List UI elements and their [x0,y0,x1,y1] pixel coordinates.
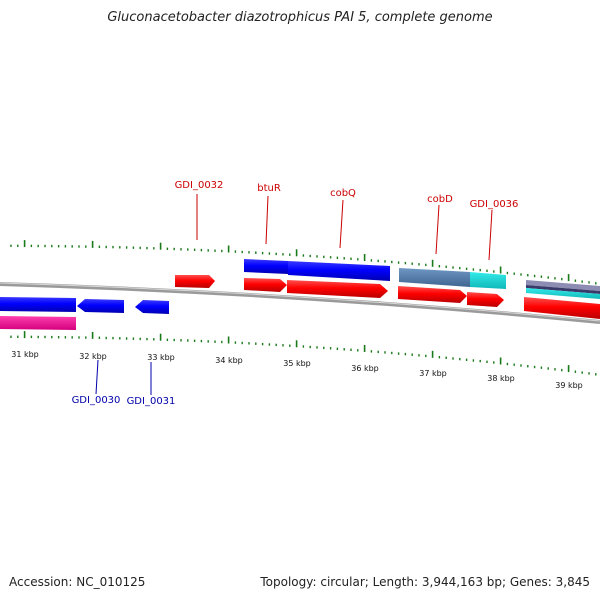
gene-bar-right-1 [526,280,600,291]
reverse-strand-genes [0,297,169,314]
gene-arrow-GDI_0036 [467,292,504,307]
gene-label-GDI_0031: GDI_0031 [127,396,176,407]
forward-strand-genes [175,275,600,319]
label-leader-lines [95,194,493,395]
gene-arrow-GDI_0030 [77,299,124,313]
gene-label-cobD: cobD [427,194,453,205]
gene-label-GDI_0030: GDI_0030 [72,395,121,406]
gene-label-btuR: btuR [257,183,281,194]
gene-label-cobQ: cobQ [330,188,356,199]
scale-label-39-kbp: 39 kbp [555,381,583,390]
gene-arrow-btuR [244,278,287,292]
gene-arrow-GDI_0031 [135,300,169,314]
gene-bar-right-3 [526,288,600,299]
gene-arrow-GDI_0032 [175,275,215,288]
gene-arrow-cobD [398,286,467,303]
gene-bar-cobD-top [399,268,470,287]
leader-GDI_0030 [95,359,99,395]
gene-arrow-right [524,297,600,319]
genome-backbone-highlight [0,282,600,322]
map-title: Gluconacetobacter diazotrophicus PAI 5, … [107,10,493,25]
scale-label-37-kbp: 37 kbp [419,369,447,378]
scale-label-34-kbp: 34 kbp [215,356,243,365]
inner-tick-row [10,331,597,376]
gene-bar-btuR-top [244,259,288,274]
scale-label-36-kbp: 36 kbp [351,364,379,373]
scale-label-31-kbp: 31 kbp [11,350,39,359]
gene-bar-cobQ-top [288,261,390,281]
gene-bar-GDI_0036-top [470,272,506,289]
gene-arrow-left [0,297,76,312]
gene-bar-right-2 [526,285,600,294]
scale-label-32-kbp: 32 kbp [79,352,107,361]
outer-feature-ring [244,259,600,299]
leader-cobD [435,204,440,255]
gene-label-GDI_0036: GDI_0036 [470,199,519,210]
leader-GDI_0036 [488,209,493,261]
topology-summary: Topology: circular; Length: 3,944,163 bp… [260,575,590,589]
outer-tick-row [10,240,597,285]
scale-label-35-kbp: 35 kbp [283,359,311,368]
inner-feature-pink [0,316,76,330]
genome-backbone [0,282,600,324]
gene-arrow-cobQ [287,280,388,298]
leader-cobQ [339,199,344,249]
leader-btuR [265,195,269,245]
scale-label-33-kbp: 33 kbp [147,353,175,362]
gene-label-GDI_0032: GDI_0032 [175,180,224,191]
scale-label-38-kbp: 38 kbp [487,374,515,383]
accession-text: Accession: NC_010125 [9,575,146,589]
